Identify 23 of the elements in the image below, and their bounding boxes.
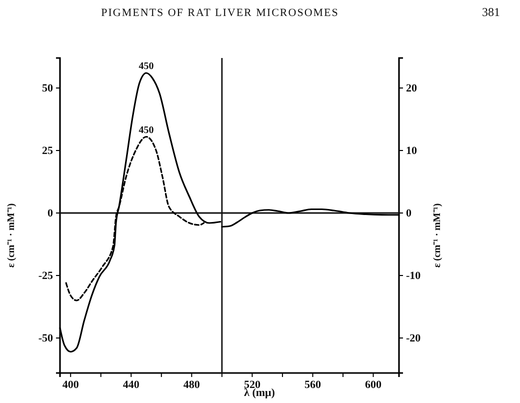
y2-tick-label: 10: [406, 145, 418, 158]
y2-axis-title: ε (cm⁻¹ · mM⁻¹): [432, 203, 443, 268]
x-axis-title: λ (mμ): [244, 387, 276, 399]
x-tick-label: 560: [304, 378, 322, 391]
x-tick-label: 480: [183, 378, 200, 391]
y2-tick-label: 0: [406, 208, 412, 220]
y-tick-label: 0: [48, 208, 54, 220]
y-tick-label: -50: [38, 332, 54, 345]
y2-tick-label: -10: [406, 270, 422, 282]
y2-tick-label: -20: [406, 332, 422, 345]
chart-title: PIGMENTS OF RAT LIVER MICROSOMES: [101, 7, 339, 19]
y2-tick-label: 20: [406, 82, 418, 95]
y-tick-label: 50: [42, 82, 54, 95]
text: 381: [482, 5, 500, 19]
y-tick-label: 25: [42, 145, 54, 158]
x-tick-label: 600: [365, 378, 382, 391]
y-axis-title: ε (cm⁻¹ · mM⁻¹): [6, 203, 17, 268]
annotation: 450: [138, 61, 154, 72]
line-series: [65, 136, 205, 302]
x-tick-label: 400: [62, 378, 80, 391]
y-tick-label: -25: [38, 270, 54, 282]
x-tick-label: 440: [122, 378, 140, 391]
annotation: 450: [138, 124, 154, 136]
